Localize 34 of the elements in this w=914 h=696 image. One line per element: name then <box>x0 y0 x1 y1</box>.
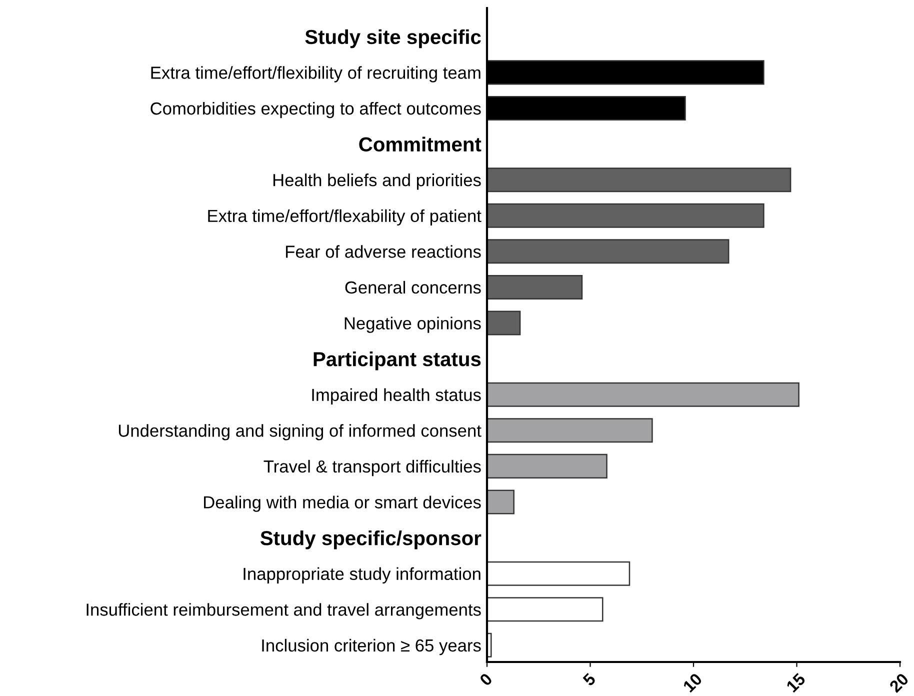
y-tick-label: Study site specific <box>305 29 481 48</box>
y-tick-label: Study specific/sponsor <box>260 530 482 550</box>
y-tick-label: Dealing with media or smart devices <box>204 496 481 512</box>
y-tick-label: Extra time/effort/flexability of patient <box>208 209 482 226</box>
y-tick-label: Understanding and signing of informed consent <box>118 424 482 440</box>
y-tick-label: Travel & transport difficulties <box>264 460 481 476</box>
bar <box>487 597 604 622</box>
y-tick-label: Impaired health status <box>312 388 481 404</box>
y-tick-label: Insufficient reimbursement and travel arrangements <box>86 603 481 620</box>
bar <box>487 203 764 228</box>
bar <box>487 168 792 192</box>
y-tick-label: Fear of adverse reactions <box>286 245 481 258</box>
x-tick-label: 10 <box>682 672 703 693</box>
x-tick-label: 20 <box>888 672 910 694</box>
bar <box>487 382 800 407</box>
bar <box>487 310 521 336</box>
x-tick-label: 15 <box>786 672 806 693</box>
bar <box>487 490 514 514</box>
bar <box>487 274 583 300</box>
bar <box>487 418 653 443</box>
y-tick-label: Comorbidities expecting to affect outcomes <box>150 102 481 118</box>
bar <box>487 561 630 586</box>
x-tick-label: 5 <box>582 672 596 687</box>
y-tick-label: Negative opinions <box>344 316 481 333</box>
y-tick-label: Extra time/effort/flexibility of recruiting team <box>151 66 480 82</box>
bar <box>487 454 608 478</box>
y-tick-label: Health beliefs and priorities <box>273 174 481 190</box>
y-tick-label: Inappropriate study information <box>244 567 480 584</box>
y-tick-label: Inclusion criterion ≥ 65 years <box>262 638 481 656</box>
bar <box>487 239 730 264</box>
y-tick-label: Participant status <box>314 352 481 370</box>
x-tick-label: 0 <box>479 672 493 686</box>
y-tick-label: General concerns <box>345 280 481 294</box>
y-tick-label: Commitment <box>359 136 482 152</box>
